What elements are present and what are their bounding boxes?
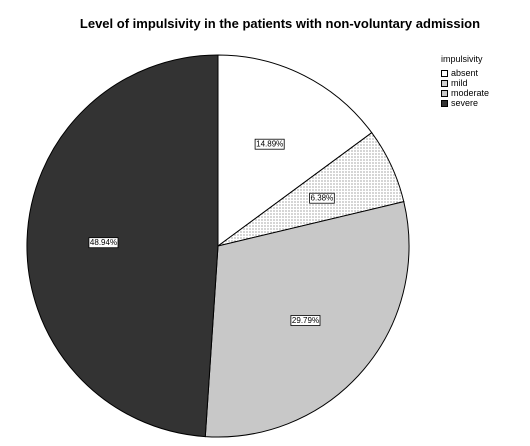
legend-item-severe: severe xyxy=(441,98,489,108)
slice-label-text-absent: 14.89% xyxy=(256,140,283,149)
pie-slice-absent xyxy=(217,54,373,247)
slice-label-mild: 6.38% xyxy=(309,192,335,204)
slice-label-text-moderate: 29.79% xyxy=(292,316,319,325)
slice-label-absent: 14.89% xyxy=(254,138,285,150)
legend-swatch-absent xyxy=(441,69,448,77)
legend-swatch-mild xyxy=(441,79,448,87)
legend-swatch-severe xyxy=(441,99,448,107)
slice-label-box-mild xyxy=(309,192,335,204)
slice-label-box-absent xyxy=(254,138,285,150)
legend-item-absent: absent xyxy=(441,68,489,78)
legend-item-moderate: moderate xyxy=(441,88,489,98)
chart-title: Level of impulsivity in the patients wit… xyxy=(79,16,481,31)
slice-label-box-severe xyxy=(88,237,119,249)
legend-title: impulsivity xyxy=(441,54,483,64)
legend-label-mild: mild xyxy=(451,78,468,88)
legend-swatch-moderate xyxy=(441,89,448,97)
slice-label-moderate: 29.79% xyxy=(290,315,321,326)
slice-label-box-moderate xyxy=(290,315,321,326)
legend-label-severe: severe xyxy=(451,98,479,108)
legend-label-moderate: moderate xyxy=(451,88,490,98)
slice-label-severe: 48.94% xyxy=(88,237,119,249)
pie-slice-severe xyxy=(26,54,219,438)
slice-label-text-severe: 48.94% xyxy=(90,238,117,247)
legend-label-absent: absent xyxy=(451,68,479,78)
legend-item-mild: mild xyxy=(441,78,489,88)
slice-label-text-mild: 6.38% xyxy=(311,194,334,203)
legend: impulsivity absent mild moderate severe xyxy=(441,54,489,108)
